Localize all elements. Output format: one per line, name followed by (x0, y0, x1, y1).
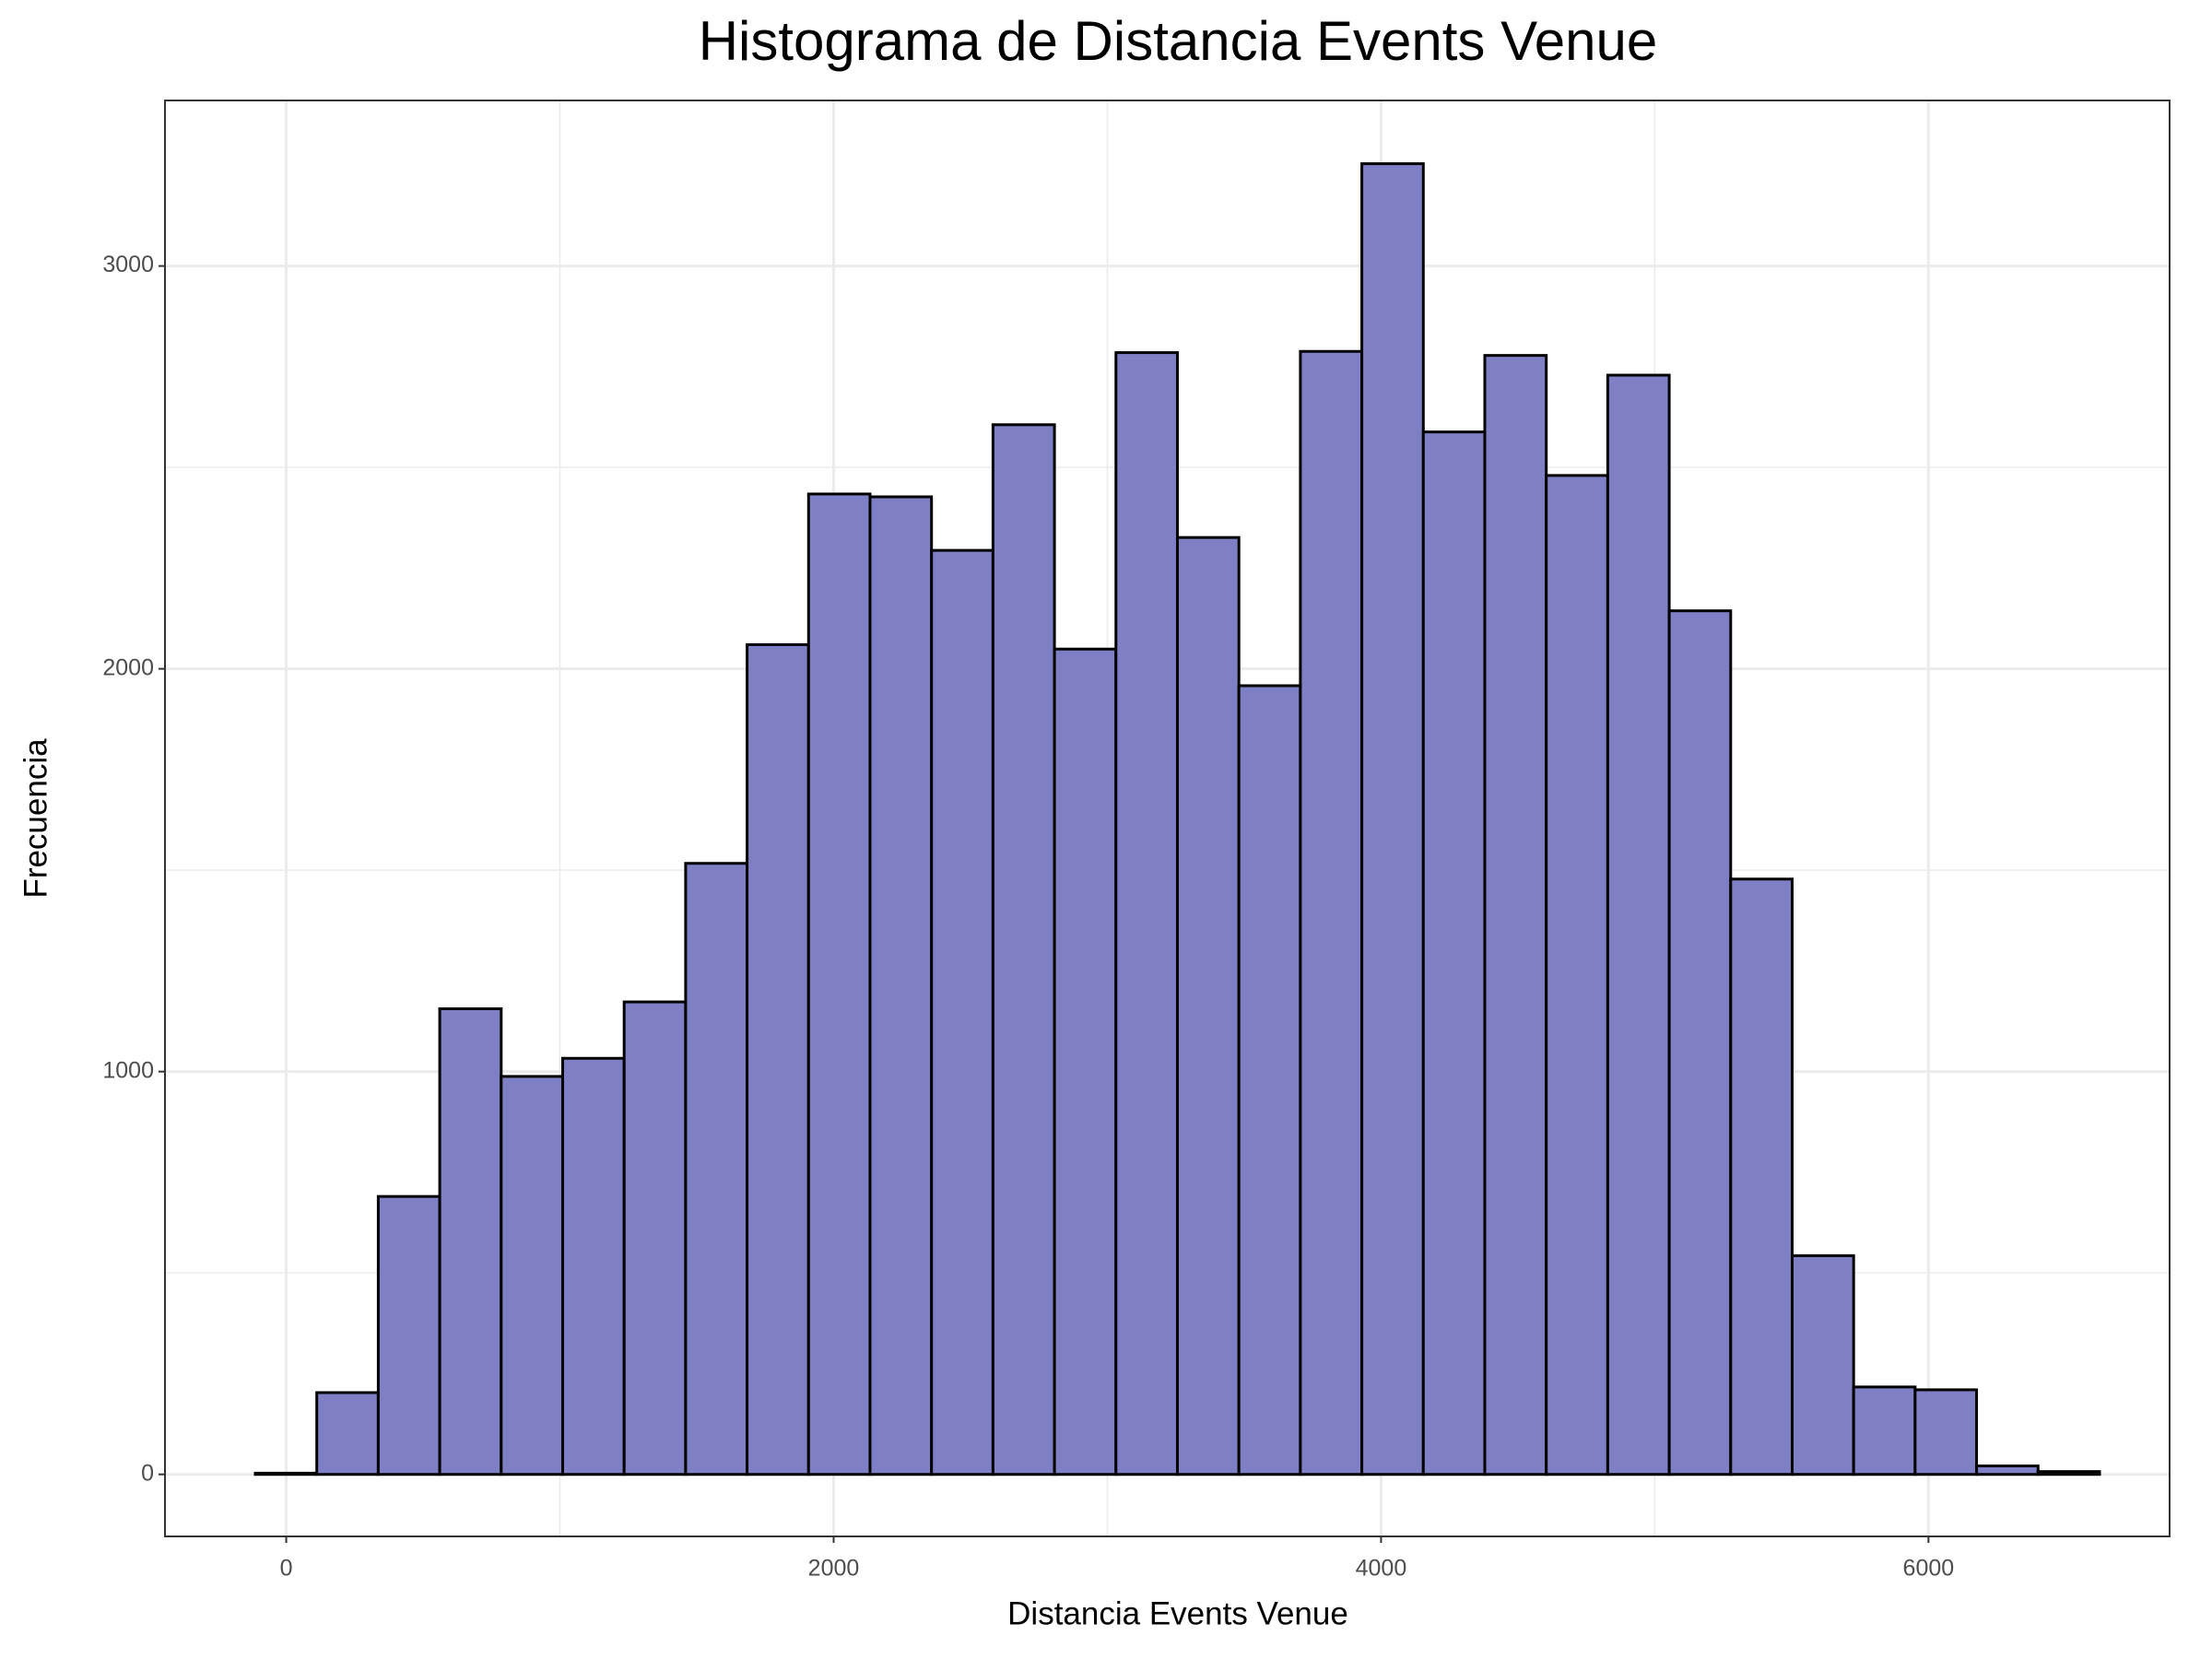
bar (1360, 162, 1425, 1477)
bar (560, 1056, 626, 1477)
bar (1545, 474, 1609, 1477)
bar (500, 1075, 564, 1477)
bar (1975, 1465, 2040, 1477)
bar (1237, 684, 1302, 1477)
x-tick-label: 2000 (808, 1556, 860, 1582)
bar (930, 548, 994, 1477)
bar (806, 492, 872, 1477)
x-axis-title: Distancia Events Venue (1007, 1595, 1348, 1631)
bar (1053, 647, 1118, 1477)
bar (991, 423, 1056, 1477)
x-tick-label: 6000 (1903, 1556, 1955, 1582)
x-tick-label: 4000 (1356, 1556, 1407, 1582)
bar (1667, 609, 1733, 1477)
bar (1421, 430, 1487, 1477)
bars (253, 162, 2101, 1477)
bar (438, 1006, 503, 1477)
bar (746, 642, 810, 1477)
bar (1852, 1385, 1917, 1477)
bar (1790, 1253, 1855, 1477)
bar (684, 862, 749, 1477)
x-tick-label: 0 (280, 1556, 293, 1582)
bar (868, 495, 934, 1477)
bar (1606, 373, 1671, 1477)
bar (1483, 354, 1548, 1477)
bar (1913, 1388, 1979, 1477)
bar (315, 1391, 380, 1477)
chart-title: Histograma de Distancia Events Venue (699, 10, 1658, 72)
bar (376, 1194, 441, 1477)
bar (1114, 351, 1179, 1477)
bar (1175, 535, 1241, 1477)
y-tick-label: 3000 (102, 252, 154, 277)
y-tick-label: 1000 (102, 1057, 154, 1083)
bar (2036, 1470, 2101, 1477)
plot-border (164, 100, 2171, 1537)
y-tick-label: 0 (141, 1460, 154, 1486)
y-tick-label: 2000 (102, 654, 154, 680)
y-axis-title: Frecuencia (18, 738, 53, 899)
bar (1729, 877, 1794, 1477)
bar (1299, 349, 1364, 1477)
bar (253, 1471, 319, 1477)
bar (622, 1000, 688, 1477)
